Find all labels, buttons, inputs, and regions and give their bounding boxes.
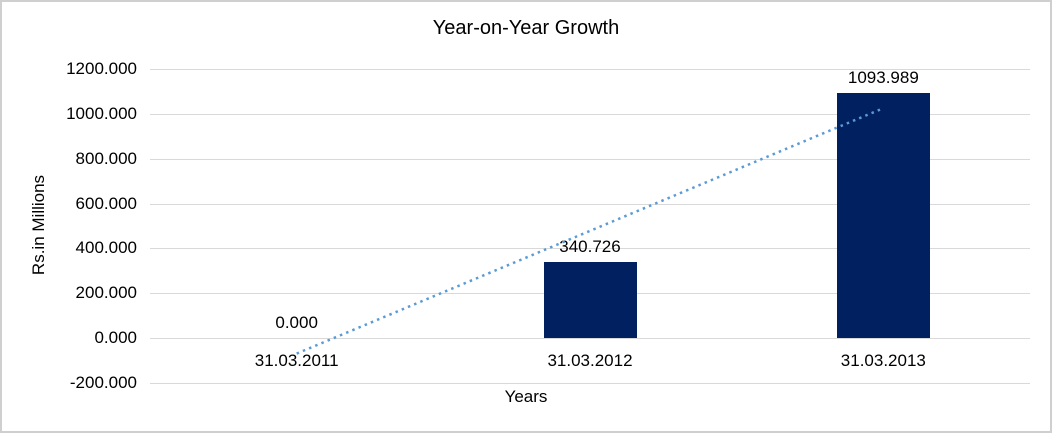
x-axis-tick-label: 31.03.2012 xyxy=(547,351,633,371)
y-axis-tick-label: 0.000 xyxy=(94,328,137,348)
gridline xyxy=(150,338,1030,340)
x-axis-title: Years xyxy=(504,387,548,406)
x-axis-tick-label: 31.03.2013 xyxy=(840,351,926,371)
y-axis-tick-label: 400.000 xyxy=(75,238,137,258)
bar xyxy=(836,92,930,339)
y-axis-title: Rs.in Millions xyxy=(29,174,48,276)
y-axis-tick-label: 800.000 xyxy=(75,148,137,168)
gridline xyxy=(150,383,1030,384)
data-label: 340.726 xyxy=(559,236,621,256)
y-axis-tick-label: 600.000 xyxy=(75,193,137,213)
y-axis-tick-label: 1200.000 xyxy=(66,59,137,78)
y-axis-tick-label: -200.000 xyxy=(69,373,137,392)
y-axis-tick-label: 200.000 xyxy=(75,283,137,303)
gridline xyxy=(150,69,1030,70)
x-axis-tick-label: 31.03.2011 xyxy=(254,351,339,371)
chart-title: Year-on-Year Growth xyxy=(432,17,620,39)
data-label: 1093.989 xyxy=(847,67,919,87)
y-axis-tick-label: 1000.000 xyxy=(66,103,137,123)
data-label: 0.000 xyxy=(275,313,318,333)
bar xyxy=(543,261,637,339)
